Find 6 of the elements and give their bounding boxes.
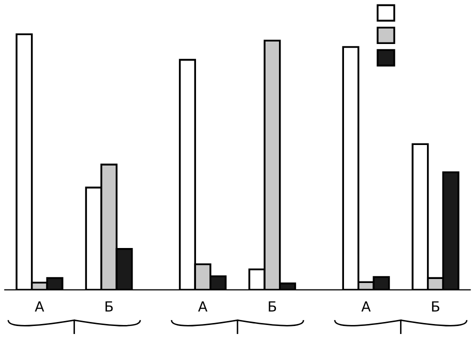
x-tick-label: А xyxy=(198,301,208,312)
x-tick-label: А xyxy=(361,301,371,312)
x-tick-label: Б xyxy=(432,301,440,312)
x-tick-label: Б xyxy=(268,301,276,312)
x-tick-label: А xyxy=(34,301,44,312)
x-tick-label: Б xyxy=(106,301,113,312)
